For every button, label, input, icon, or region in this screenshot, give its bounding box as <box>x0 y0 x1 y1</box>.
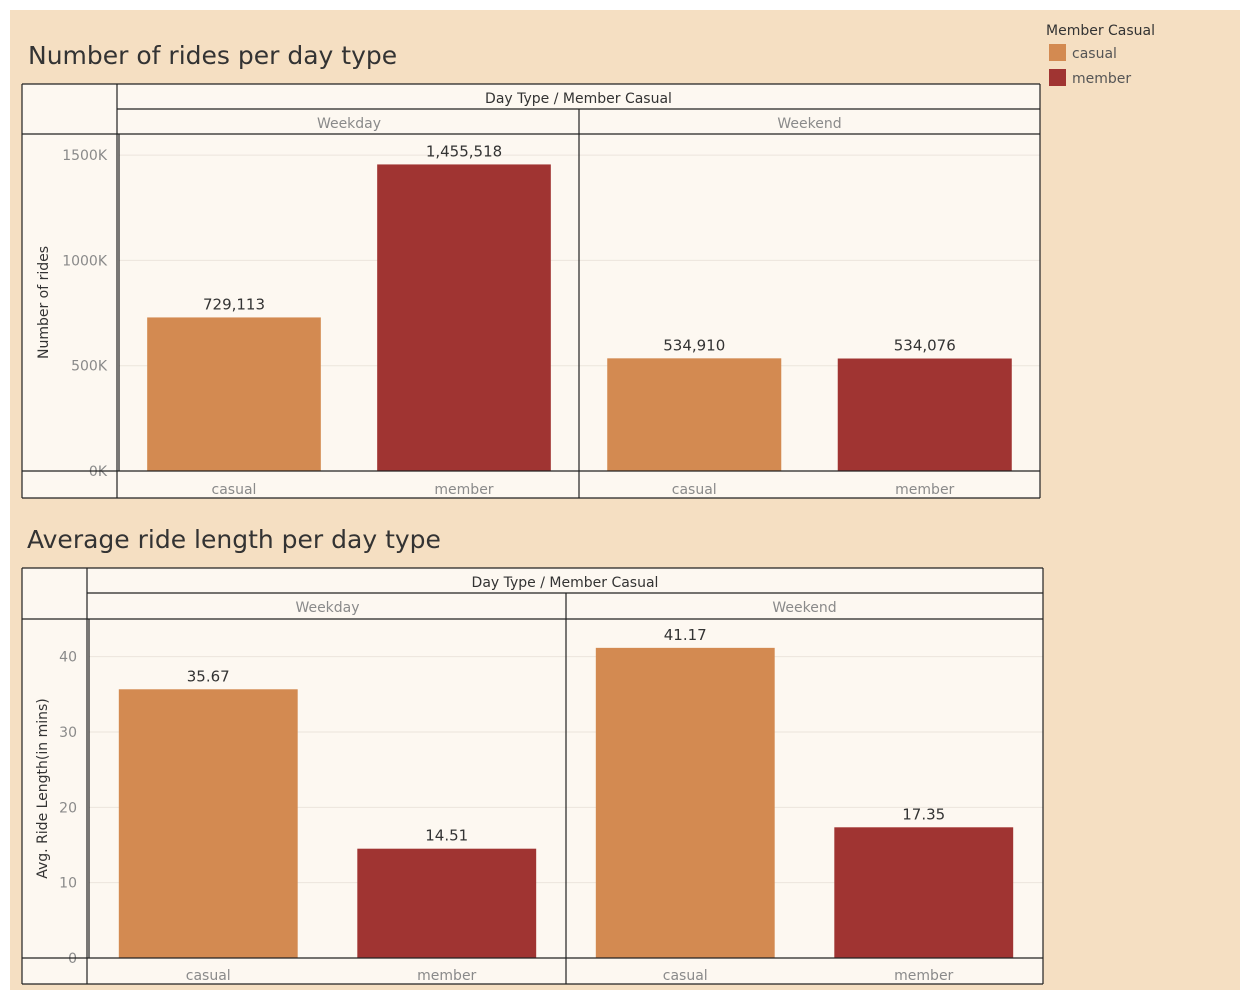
y-tick-label: 30 <box>59 725 77 741</box>
bar-weekday-member[interactable] <box>357 848 537 958</box>
legend-swatch-member <box>1049 69 1066 86</box>
bar-weekend-casual[interactable] <box>607 358 782 471</box>
data-label: 35.67 <box>187 667 230 685</box>
data-label: 41.17 <box>664 626 707 644</box>
bar-weekday-casual[interactable] <box>147 317 321 471</box>
legend-label-casual[interactable]: casual <box>1072 46 1117 62</box>
rides-per-day-type-chart: Number of rides per day type 729,113 1,45… <box>21 41 1041 499</box>
bar-weekday-casual[interactable] <box>118 689 298 958</box>
avg-ride-length-chart: Average ride length per day type 35.67 14… <box>21 525 1044 985</box>
legend-swatch-casual <box>1049 44 1066 61</box>
y-tick-label: 0K <box>89 464 108 480</box>
category-label: member <box>895 482 954 498</box>
category-label: casual <box>663 968 708 984</box>
y-axis-title: Number of rides <box>36 246 52 359</box>
category-label: casual <box>672 482 717 498</box>
data-label: 729,113 <box>203 295 265 313</box>
panel-header-weekend: Weekend <box>777 116 841 132</box>
data-label: 1,455,518 <box>426 142 502 160</box>
column-header: Day Type / Member Casual <box>485 91 672 107</box>
chart-title: Average ride length per day type <box>27 525 441 554</box>
y-tick-label: 0 <box>68 951 77 967</box>
panel-header-weekend: Weekend <box>772 600 836 616</box>
legend-title: Member Casual <box>1046 23 1155 39</box>
bar-weekend-casual[interactable] <box>595 647 775 958</box>
y-axis-title: Avg. Ride Length(in mins) <box>35 698 51 879</box>
y-tick-label: 1500K <box>62 148 108 164</box>
y-tick-label: 500K <box>71 359 108 375</box>
category-label: member <box>417 968 476 984</box>
bar-weekday-member[interactable] <box>377 164 551 471</box>
panel-header-weekday: Weekday <box>295 600 359 616</box>
y-tick-label: 40 <box>59 650 77 666</box>
y-tick-label: 10 <box>59 876 77 892</box>
bar-weekend-member[interactable] <box>837 358 1012 471</box>
bar-weekend-member[interactable] <box>834 827 1014 958</box>
panel-header-weekday: Weekday <box>317 116 381 132</box>
y-tick-label: 20 <box>59 800 77 816</box>
y-tick-label: 1000K <box>62 253 108 269</box>
data-label: 534,076 <box>894 337 956 355</box>
category-label: casual <box>212 482 257 498</box>
data-label: 14.51 <box>425 827 468 845</box>
category-label: casual <box>186 968 231 984</box>
category-label: member <box>894 968 953 984</box>
legend-label-member[interactable]: member <box>1072 71 1131 87</box>
column-header: Day Type / Member Casual <box>472 575 659 591</box>
chart-title: Number of rides per day type <box>28 41 397 70</box>
category-label: member <box>434 482 493 498</box>
data-label: 534,910 <box>663 336 725 354</box>
data-label: 17.35 <box>902 805 945 823</box>
legend[interactable]: Member Casual casual member <box>1046 23 1155 87</box>
